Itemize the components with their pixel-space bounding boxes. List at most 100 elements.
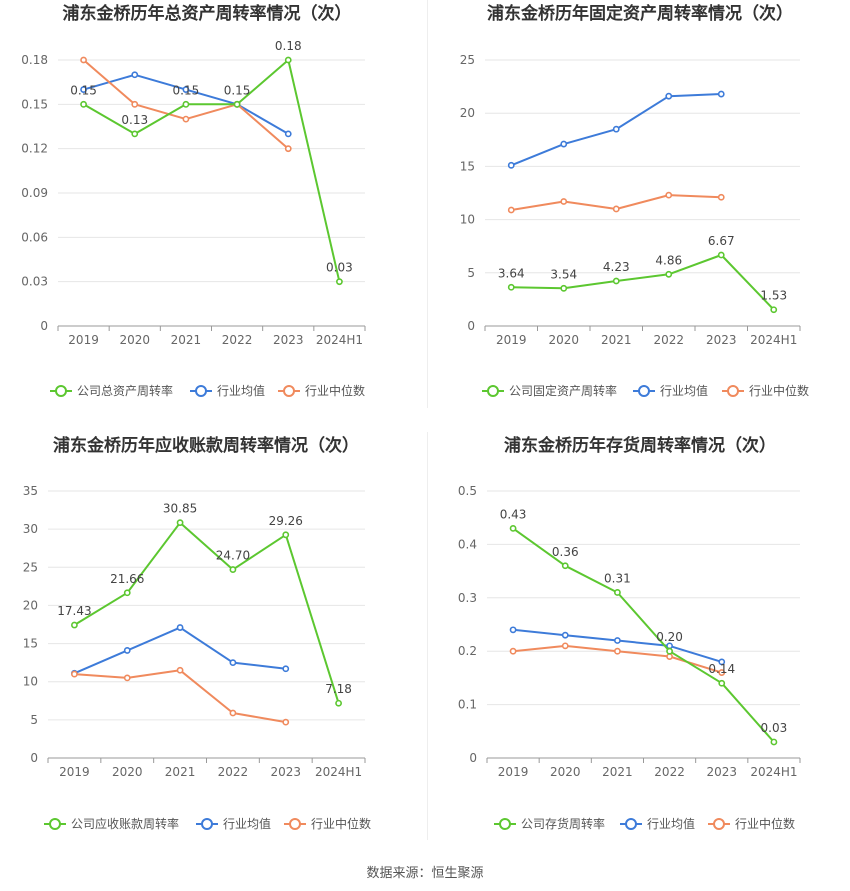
y-tick-label: 0.18 bbox=[21, 53, 48, 67]
data-point bbox=[770, 738, 778, 746]
y-tick-label: 0.1 bbox=[458, 698, 477, 712]
series-line bbox=[512, 527, 775, 743]
x-tick-label: 2019 bbox=[59, 765, 90, 779]
legend-marker bbox=[713, 818, 725, 830]
legend-label: 行业均值 bbox=[223, 816, 271, 831]
data-point bbox=[123, 674, 131, 682]
data-point bbox=[666, 647, 673, 655]
y-tick-label: 0.12 bbox=[21, 142, 48, 156]
y-tick-label: 25 bbox=[23, 560, 38, 574]
data-label: 0.31 bbox=[604, 571, 631, 585]
data-point bbox=[233, 100, 241, 108]
y-tick-label: 0.15 bbox=[21, 97, 48, 111]
data-label: 0.18 bbox=[275, 39, 302, 53]
y-tick-label: 10 bbox=[23, 675, 38, 689]
x-tick-label: 2022 bbox=[653, 333, 684, 347]
data-point bbox=[131, 130, 139, 138]
x-tick-label: 2023 bbox=[706, 333, 737, 347]
data-point bbox=[614, 637, 621, 644]
y-tick-label: 0.5 bbox=[458, 484, 477, 498]
data-point bbox=[71, 670, 78, 678]
data-point bbox=[507, 161, 515, 169]
data-point bbox=[71, 621, 78, 629]
x-tick-label: 2022 bbox=[218, 765, 249, 779]
y-tick-label: 0 bbox=[30, 751, 38, 765]
chart-title: 浦东金桥历年总资产周转率情况（次） bbox=[63, 3, 352, 24]
data-point bbox=[229, 659, 237, 667]
data-point bbox=[614, 589, 621, 596]
legend-label: 行业中位数 bbox=[735, 816, 795, 831]
x-tick-label: 2020 bbox=[112, 765, 143, 779]
legend-label: 行业均值 bbox=[660, 383, 708, 398]
series-line bbox=[511, 254, 775, 311]
legend-marker bbox=[201, 818, 213, 830]
data-point bbox=[666, 653, 673, 660]
legend-label: 行业中位数 bbox=[305, 383, 365, 398]
data-label: 3.54 bbox=[550, 267, 577, 281]
legend-marker bbox=[625, 818, 637, 830]
data-point bbox=[717, 193, 725, 201]
data-point bbox=[718, 679, 726, 687]
data-label: 24.70 bbox=[216, 549, 250, 563]
legend-label: 行业中位数 bbox=[311, 816, 371, 831]
y-tick-label: 10 bbox=[460, 213, 475, 227]
data-point bbox=[561, 631, 569, 639]
data-point bbox=[560, 198, 568, 205]
y-tick-label: 35 bbox=[23, 484, 38, 498]
data-point bbox=[131, 100, 139, 108]
x-tick-label: 2020 bbox=[548, 333, 579, 347]
data-source-label: 数据来源：恒生聚源 bbox=[366, 866, 484, 881]
data-point bbox=[282, 665, 290, 673]
data-point bbox=[284, 145, 292, 153]
data-point bbox=[718, 658, 726, 666]
x-tick-label: 2022 bbox=[222, 333, 253, 347]
data-point bbox=[131, 71, 139, 79]
data-point bbox=[335, 699, 342, 707]
y-tick-label: 15 bbox=[23, 637, 38, 651]
x-tick-label: 2021 bbox=[165, 765, 196, 779]
x-tick-label: 2021 bbox=[602, 765, 633, 779]
data-label: 0.43 bbox=[500, 507, 527, 521]
legend-marker bbox=[487, 385, 499, 397]
data-point bbox=[182, 115, 190, 123]
data-point bbox=[509, 524, 517, 532]
y-tick-label: 25 bbox=[460, 53, 475, 67]
data-label: 0.03 bbox=[761, 721, 788, 735]
x-tick-label: 2019 bbox=[498, 765, 529, 779]
legend-marker bbox=[55, 385, 67, 397]
x-tick-label: 2020 bbox=[119, 333, 150, 347]
data-point bbox=[80, 56, 87, 64]
legend-label: 公司存货周转率 bbox=[521, 816, 605, 831]
legend-marker bbox=[283, 385, 295, 397]
legend-marker bbox=[499, 818, 511, 830]
data-point bbox=[770, 306, 778, 314]
data-point bbox=[284, 130, 292, 138]
data-point bbox=[560, 140, 568, 148]
y-tick-label: 20 bbox=[460, 106, 475, 120]
series-line bbox=[512, 628, 723, 663]
data-point bbox=[561, 562, 569, 570]
x-tick-label: 2020 bbox=[550, 765, 581, 779]
y-tick-label: 5 bbox=[467, 266, 475, 280]
data-point bbox=[665, 92, 673, 100]
data-point bbox=[176, 519, 184, 527]
series-line bbox=[74, 669, 286, 724]
x-tick-label: 2023 bbox=[706, 765, 737, 779]
data-point bbox=[561, 642, 569, 650]
legend-marker bbox=[195, 385, 207, 397]
legend-marker bbox=[638, 385, 650, 397]
data-point bbox=[507, 283, 515, 291]
data-label: 0.15 bbox=[173, 83, 200, 97]
series-line bbox=[83, 59, 341, 282]
y-tick-label: 15 bbox=[460, 159, 475, 173]
legend-marker bbox=[49, 818, 61, 830]
data-point bbox=[282, 531, 290, 539]
data-point bbox=[612, 277, 620, 285]
data-point bbox=[507, 206, 515, 214]
y-tick-label: 30 bbox=[23, 522, 38, 536]
legend-label: 行业均值 bbox=[647, 816, 695, 831]
data-point bbox=[665, 270, 673, 278]
x-tick-label: 2024H1 bbox=[316, 333, 363, 347]
data-label: 29.26 bbox=[269, 514, 303, 528]
x-tick-label: 2024H1 bbox=[750, 765, 797, 779]
